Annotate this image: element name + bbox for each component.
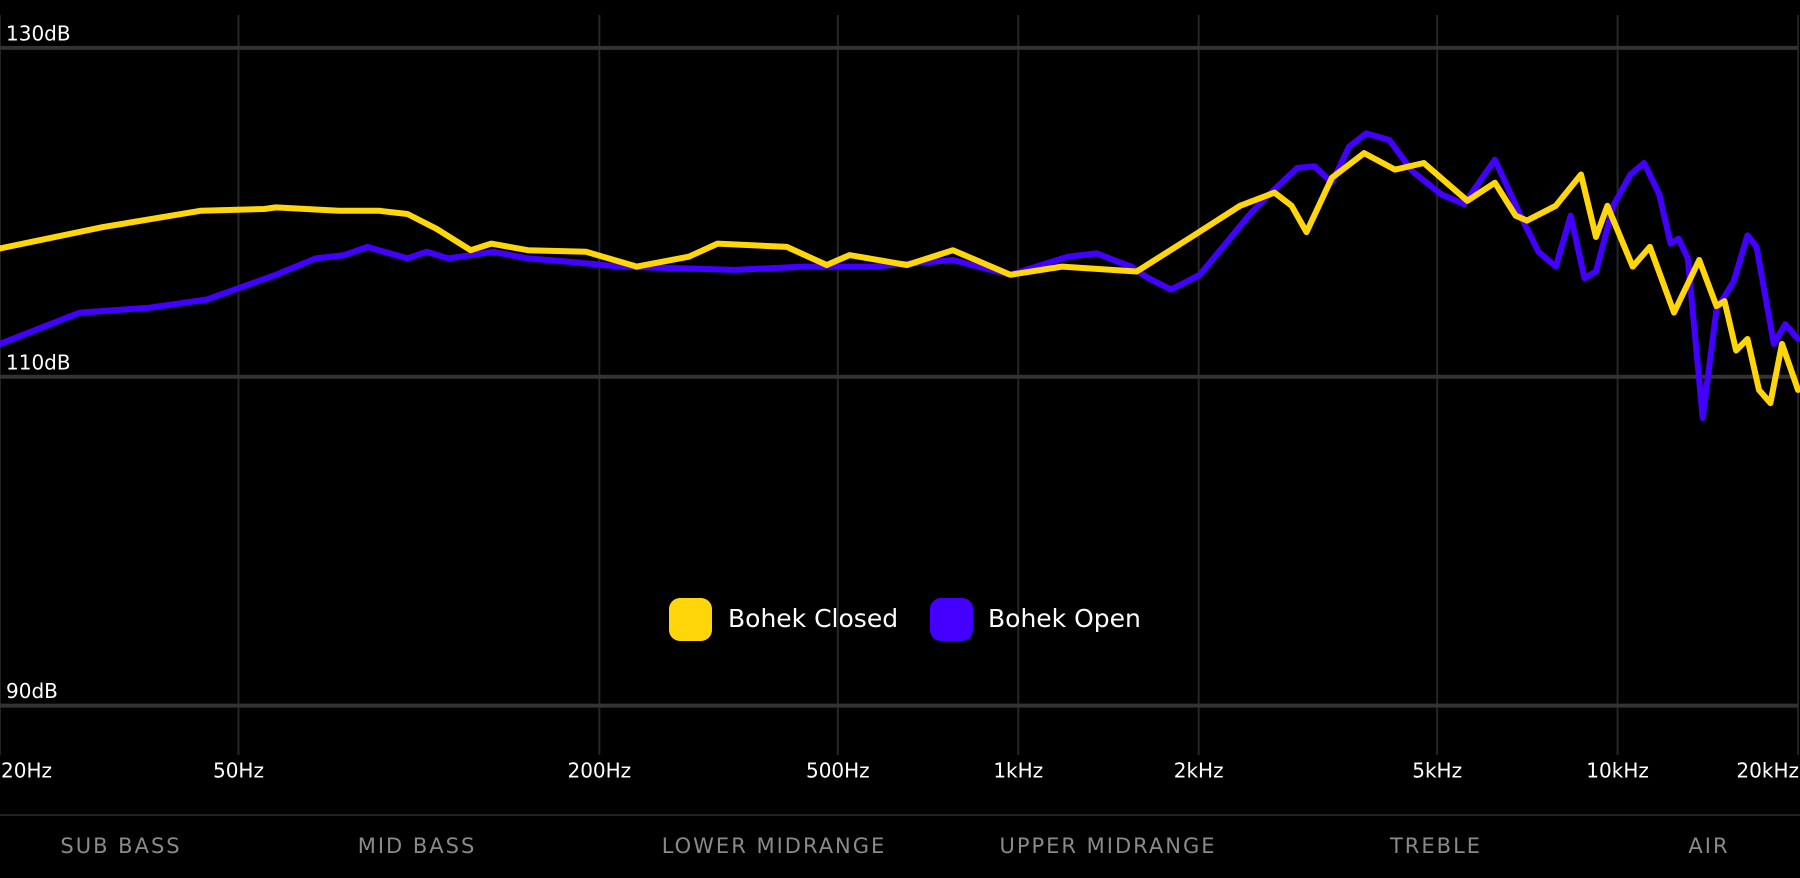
region-label: UPPER MIDRANGE [999,834,1216,858]
x-tick-label: 2kHz [1174,759,1224,783]
x-tick-label: 500Hz [806,759,870,783]
x-tick-label: 200Hz [567,759,631,783]
region-label: LOWER MIDRANGE [662,834,887,858]
y-tick-label: 110dB [6,350,71,374]
region-label: TREBLE [1389,834,1482,858]
series-line [0,130,1800,421]
y-tick-label: 130dB [6,21,71,45]
y-tick-label: 90dB [6,679,58,703]
series-line [0,150,1800,407]
region-label: MID BASS [358,834,477,858]
region-label: AIR [1688,834,1729,858]
x-tick-label: 20kHz [1736,759,1799,783]
legend-swatch [669,598,712,641]
x-tick-label: 5kHz [1412,759,1462,783]
legend-label: Bohek Closed [728,604,898,633]
x-tick-label: 50Hz [213,759,264,783]
x-tick-label: 10kHz [1586,759,1649,783]
x-tick-label: 1kHz [993,759,1043,783]
legend-swatch [930,598,973,641]
legend-label: Bohek Open [988,604,1141,633]
x-tick-label: 20Hz [1,759,52,783]
region-label: SUB BASS [60,834,181,858]
